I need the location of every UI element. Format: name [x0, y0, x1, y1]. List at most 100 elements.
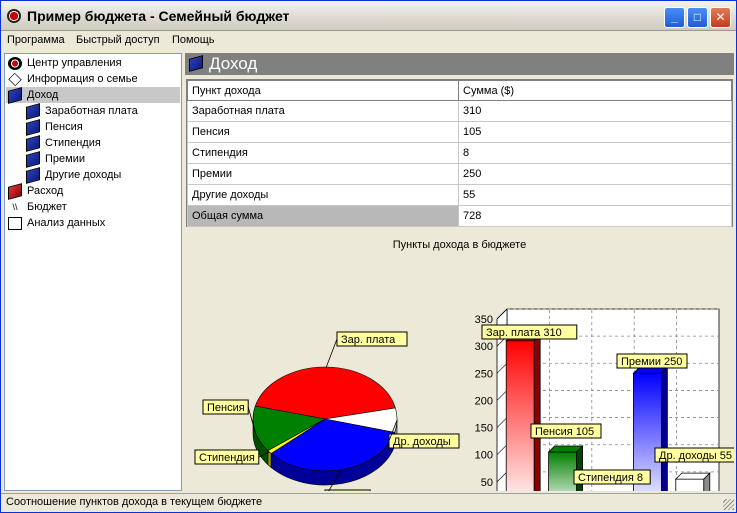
table-cell[interactable]: 8 [458, 142, 732, 164]
bar-chart: 050100150200250300350Зар. плата 310Пенси… [475, 308, 734, 491]
bar-data-label-box [616, 353, 688, 369]
bar-data-label: Стипендия 8 [578, 472, 643, 484]
bar-data-label-box [654, 447, 734, 463]
table-cell[interactable]: Пенсия [187, 121, 459, 143]
bar [505, 340, 535, 491]
grid-line-side [496, 444, 508, 455]
table-cell[interactable]: Другие доходы [187, 184, 459, 206]
bar-side [533, 333, 541, 491]
pie-leader-line [328, 469, 342, 491]
pie-slice [254, 366, 396, 420]
table-cell[interactable]: Стипендия [187, 142, 459, 164]
tree-item-stipend[interactable]: Стипендия [26, 134, 101, 152]
total-value[interactable]: 728 [458, 205, 732, 227]
table-row[interactable]: Стипендия 8 [187, 142, 732, 164]
chart-area: Пункты дохода в бюджете Зар. плата Пенсия… [185, 231, 734, 491]
bar-data-label-box [573, 469, 651, 485]
pie-label: Др. доходы [393, 436, 451, 448]
table-cell[interactable]: 250 [458, 163, 732, 185]
pie-leader-line [247, 406, 255, 430]
y-tick-label: 100 [475, 450, 493, 462]
y-tick-label: 200 [475, 395, 493, 407]
pie-leader-line [325, 338, 338, 368]
section-title: Доход [209, 54, 258, 73]
table-header-row: Пункт дохода Сумма ($) [187, 80, 732, 101]
tree-item-data-analysis[interactable]: Анализ данных [8, 215, 105, 231]
pie-label: Пенсия [207, 402, 245, 414]
tree-item-control-center[interactable]: Центр управления [8, 55, 122, 71]
table-cell[interactable]: 105 [458, 121, 732, 143]
pie-label: Зар. плата [341, 334, 396, 346]
tree-item-budget[interactable]: \\ Бюджет [8, 199, 66, 215]
table-cell[interactable]: Заработная плата [187, 100, 459, 122]
total-label[interactable]: Общая сумма [187, 205, 459, 227]
status-text: Соотношение пунктов дохода в текущем бюд… [6, 496, 263, 508]
y-tick-label: 150 [475, 423, 493, 435]
title-bar[interactable]: Пример бюджета - Семейный бюджет _ □ ✕ [1, 1, 736, 31]
navigation-tree: Центр управления Информация о семье Дохо… [4, 53, 182, 491]
pie-label-box [194, 449, 260, 465]
bar-data-label: Зар. плата 310 [486, 327, 562, 339]
y-tick-label: 250 [475, 368, 493, 380]
table-row[interactable]: Другие доходы 55 [187, 184, 732, 206]
grid-line-side [496, 417, 508, 428]
table-cell[interactable]: Премии [187, 163, 459, 185]
bar-data-label-box [481, 324, 578, 340]
close-button[interactable]: ✕ [710, 7, 731, 28]
tree-item-salary[interactable]: Заработная плата [26, 102, 138, 120]
pie-leader-line [388, 420, 398, 442]
income-table[interactable]: Пункт дохода Сумма ($) Заработная плата … [186, 79, 733, 227]
maximize-button[interactable]: □ [687, 7, 708, 28]
main-panel: Доход Пункт дохода Сумма ($) Заработная … [185, 53, 734, 491]
bar-data-label-box [530, 423, 602, 439]
menu-quick-access[interactable]: Быстрый доступ [76, 34, 160, 46]
book-blue-icon [26, 118, 40, 136]
tree-item-pension[interactable]: Пенсия [26, 118, 83, 136]
menu-bar: Программа Быстрый доступ Помощь [1, 31, 736, 51]
book-blue-icon [26, 134, 40, 152]
bar-data-label: Пенсия 105 [535, 426, 594, 438]
grid-line-side [496, 471, 508, 483]
bar-side [661, 366, 668, 491]
grid-line-side [496, 390, 508, 401]
tree-item-other-income[interactable]: Другие доходы [26, 166, 121, 184]
bar-side [703, 472, 711, 491]
table-row[interactable]: Премии 250 [187, 163, 732, 185]
table-cell[interactable]: 310 [458, 100, 732, 122]
bar [548, 451, 578, 491]
menu-program[interactable]: Программа [7, 34, 65, 46]
tree-item-expense[interactable]: Расход [8, 182, 63, 200]
menu-help[interactable]: Помощь [172, 34, 215, 46]
tree-item-income[interactable]: Доход [6, 86, 180, 104]
table-row[interactable]: Пенсия 105 [187, 121, 732, 143]
minimize-button[interactable]: _ [664, 7, 685, 28]
window-title: Пример бюджета - Семейный бюджет [27, 8, 290, 24]
book-blue-icon [26, 166, 40, 184]
book-blue-icon [8, 86, 22, 104]
column-header-item[interactable]: Пункт дохода [187, 80, 459, 101]
book-blue-icon [26, 150, 40, 168]
chart-title: Пункты дохода в бюджете [392, 239, 527, 251]
bar [675, 478, 705, 491]
resize-grip-icon[interactable] [723, 499, 734, 510]
table-row[interactable]: Заработная плата 310 [187, 100, 732, 122]
y-tick-label: 350 [475, 314, 493, 326]
tree-item-family-info[interactable]: Информация о семье [8, 71, 138, 87]
target-icon [8, 56, 22, 70]
y-tick-label: 50 [481, 477, 493, 489]
column-header-amount[interactable]: Сумма ($) [458, 80, 732, 101]
diamond-icon [8, 72, 22, 86]
status-bar: Соотношение пунктов дохода в текущем бюд… [1, 493, 736, 512]
pie-label: Стипендия [199, 452, 255, 464]
tree-item-bonus[interactable]: Премии [26, 150, 85, 168]
pie-leader-line [258, 451, 270, 458]
table-total-row[interactable]: Общая сумма 728 [187, 205, 732, 227]
analysis-icon [8, 216, 22, 230]
pie-label-box [324, 489, 371, 491]
app-icon [7, 9, 21, 23]
budget-icon: \\ [12, 201, 18, 212]
bar-data-label: Др. доходы 55 [659, 450, 732, 462]
table-cell[interactable]: 55 [458, 184, 732, 206]
